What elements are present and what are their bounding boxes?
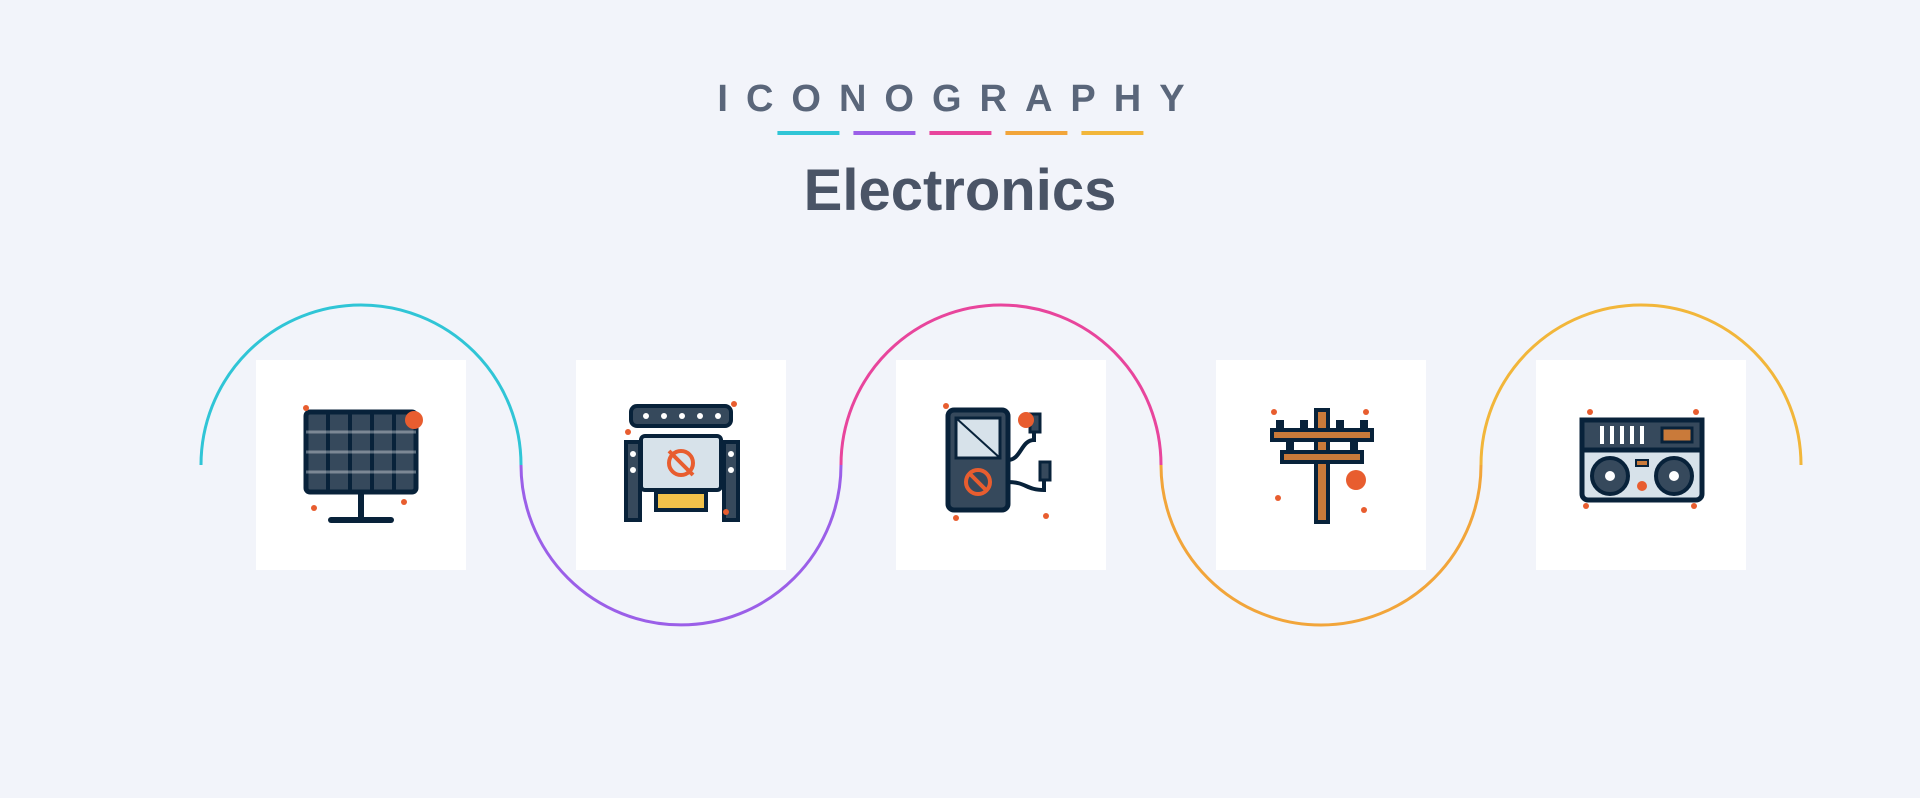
tile-dj-console: [1536, 360, 1746, 570]
tile-solar-panel: [256, 360, 466, 570]
icon-row: [0, 0, 1920, 798]
tile-multimeter: [896, 360, 1106, 570]
home-theater-icon: [606, 390, 756, 540]
tile-home-theater: [576, 360, 786, 570]
tile-power-pole: [1216, 360, 1426, 570]
multimeter-icon: [926, 390, 1076, 540]
dj-console-icon: [1566, 390, 1716, 540]
solar-panel-icon: [286, 390, 436, 540]
power-pole-icon: [1246, 390, 1396, 540]
